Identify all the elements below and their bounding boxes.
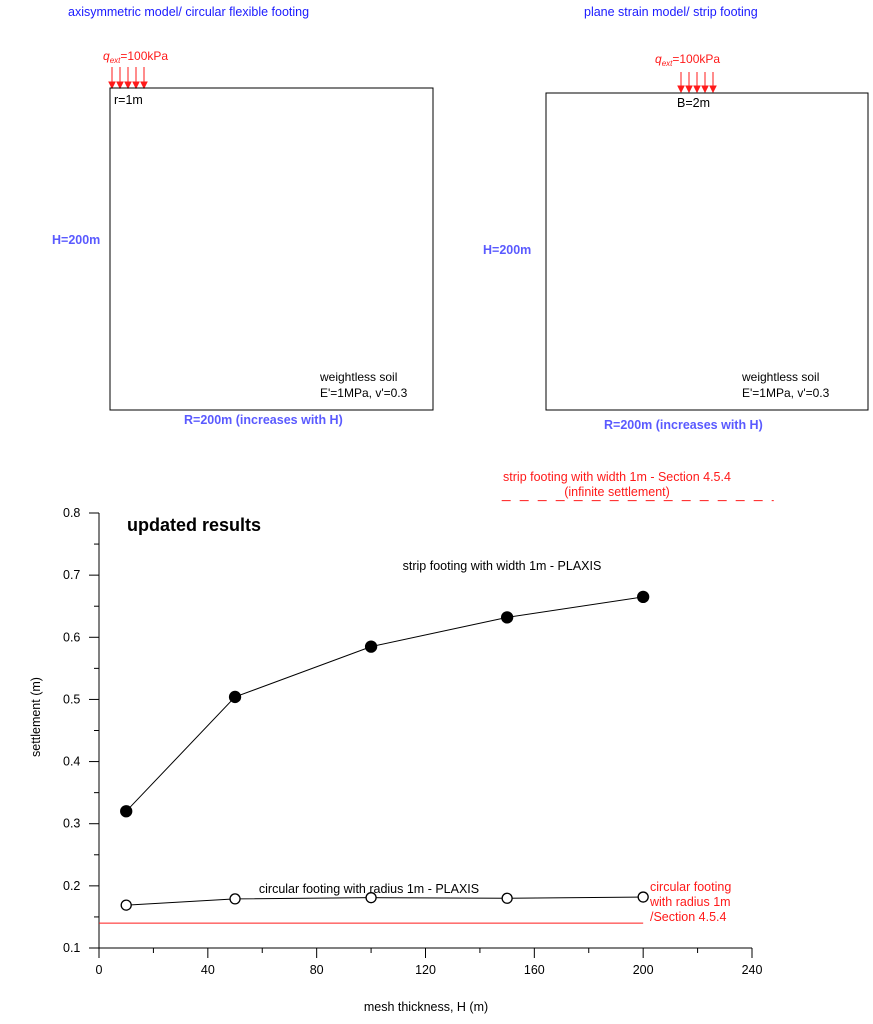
y-tick-label: 0.1 [63, 941, 80, 955]
left-height-label: H=200m [52, 233, 100, 247]
left-load-arrows [108, 67, 148, 90]
left-load-q: q [103, 49, 110, 63]
x-tick-label: 40 [201, 963, 215, 977]
left-soil-domain [109, 87, 434, 411]
x-tick-label: 80 [310, 963, 324, 977]
series-lines [125, 596, 644, 906]
right-height-label: H=200m [483, 243, 531, 257]
strip-plaxis-point [228, 690, 242, 704]
circular-analytical-label: with radius 1m [649, 895, 731, 909]
y-tick-label: 0.7 [63, 568, 80, 582]
left-load-value: =100kPa [120, 49, 168, 63]
circular-plaxis-point [120, 899, 132, 911]
right-load-value: =100kPa [672, 52, 720, 66]
circular-plaxis-point [501, 892, 513, 904]
left-diagram-title: axisymmetric model/ circular flexible fo… [68, 5, 309, 19]
circular-analytical-label: /Section 4.5.4 [650, 910, 726, 924]
y-ticks: 0.1 0.2 0.3 0.4 0.5 0.6 0.7 0.8 [63, 506, 99, 955]
x-tick-label: 240 [742, 963, 763, 977]
left-footing-label: r=1m [114, 93, 143, 107]
x-ticks: 0 40 80 120 160 200 240 [96, 948, 763, 977]
strip-plaxis-point [364, 640, 378, 653]
x-tick-label: 160 [524, 963, 545, 977]
right-diagram-title: plane strain model/ strip footing [584, 5, 758, 19]
left-soil-line2: E'=1MPa, v'=0.3 [320, 386, 408, 400]
x-axis-label: mesh thickness, H (m) [364, 1000, 488, 1014]
circular-plaxis-point [229, 893, 241, 905]
left-load-sub: ext [110, 56, 121, 65]
left-width-label: R=200m (increases with H) [184, 413, 343, 427]
reference-lines [99, 500, 774, 924]
left-load-label: qext=100kPa [103, 49, 168, 65]
strip-plaxis-line [125, 596, 644, 812]
x-tick-label: 120 [415, 963, 436, 977]
y-tick-label: 0.3 [63, 817, 80, 831]
right-diagram: plane strain model/ strip footing qext=1… [483, 5, 869, 432]
y-tick-label: 0.5 [63, 692, 80, 706]
y-tick-label: 0.8 [63, 506, 80, 520]
strip-plaxis-label: strip footing with width 1m - PLAXIS [403, 559, 602, 573]
settlement-chart: updated results 0 40 80 120 160 200 240 0.1 0.2… [29, 470, 774, 1014]
x-tick-label: 0 [96, 963, 103, 977]
chart-title: updated results [127, 515, 261, 535]
y-tick-label: 0.2 [63, 879, 80, 893]
strip-analytical-label: (infinite settlement) [564, 485, 670, 499]
circular-plaxis-point [365, 892, 377, 904]
left-diagram: axisymmetric model/ circular flexible fo… [52, 5, 434, 427]
x-tick-label: 200 [633, 963, 654, 977]
strip-analytical-label: strip footing with width 1m - Section 4.… [503, 470, 731, 484]
strip-plaxis-point [500, 611, 514, 624]
strip-plaxis-point [120, 805, 133, 818]
y-tick-label: 0.4 [63, 755, 80, 769]
circular-plaxis-point [637, 891, 649, 903]
circular-plaxis-label: circular footing with radius 1m - PLAXIS [259, 882, 479, 896]
right-soil-domain [545, 92, 869, 411]
right-soil-line1: weightless soil [741, 370, 819, 384]
circular-analytical-label: circular footing [650, 880, 731, 894]
right-load-label: qext=100kPa [655, 52, 720, 68]
right-load-sub: ext [662, 59, 673, 68]
right-footing-label: B=2m [677, 96, 710, 110]
right-load-q: q [655, 52, 662, 66]
y-axis-label: settlement (m) [29, 677, 43, 757]
series-markers [120, 590, 650, 911]
right-soil-line2: E'=1MPa, v'=0.3 [742, 386, 830, 400]
strip-plaxis-point [637, 590, 650, 604]
circular-plaxis-line [126, 896, 644, 906]
right-width-label: R=200m (increases with H) [604, 418, 763, 432]
right-load-arrows [677, 72, 717, 94]
chart-annotations: strip footing with width 1m - Section 4.… [259, 470, 731, 924]
y-tick-label: 0.6 [63, 630, 80, 644]
left-soil-line1: weightless soil [319, 370, 397, 384]
